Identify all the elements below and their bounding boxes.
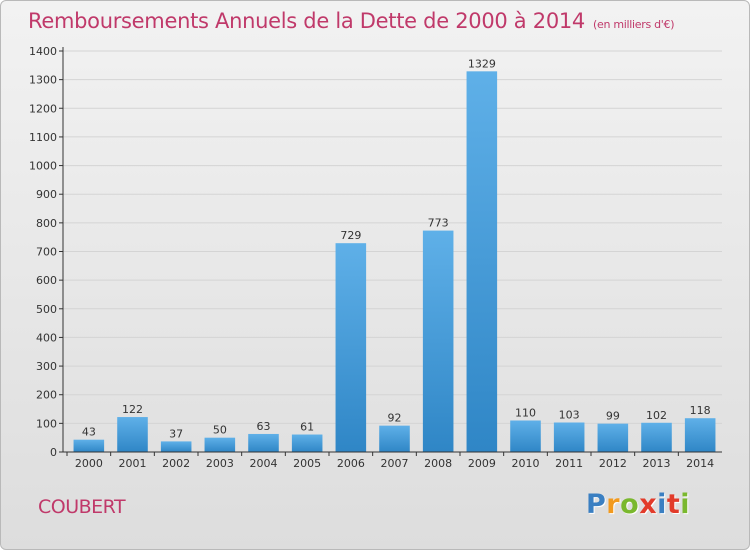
y-tick-label: 300	[36, 360, 57, 373]
x-tick-label: 2011	[555, 457, 583, 470]
bar	[422, 230, 454, 452]
bar	[466, 71, 498, 452]
x-tick-label: 2009	[468, 457, 496, 470]
bar	[641, 422, 672, 452]
commune-name: COUBERT	[38, 496, 126, 518]
x-tick-label: 2013	[643, 457, 671, 470]
x-tick-label: 2010	[512, 457, 540, 470]
y-tick-label: 1000	[29, 160, 57, 173]
bar	[160, 441, 192, 452]
bar-value-label: 729	[340, 229, 361, 242]
y-tick-label: 0	[50, 446, 57, 459]
grid-lines	[63, 50, 722, 424]
x-tick-label: 2014	[686, 457, 714, 470]
bar-value-label: 122	[122, 403, 143, 416]
bar-value-label: 773	[428, 217, 449, 230]
x-tick-label: 2004	[250, 457, 278, 470]
y-tick-label: 200	[36, 389, 57, 402]
y-tick-label: 100	[36, 417, 57, 430]
y-tick-label: 1400	[29, 45, 57, 58]
bar	[684, 418, 716, 452]
chart-unit-label: (en milliers d'€)	[593, 18, 675, 31]
x-tick-label: 2008	[424, 457, 452, 470]
bar	[553, 422, 585, 452]
x-tick-label: 2003	[206, 457, 234, 470]
bars-group	[73, 71, 716, 452]
bar-value-label: 61	[300, 421, 314, 434]
y-tick-label: 1100	[29, 131, 57, 144]
bar-value-label: 50	[213, 424, 227, 437]
logo-letter: P	[586, 489, 607, 520]
bar	[248, 433, 279, 452]
bar	[335, 243, 367, 452]
x-tick-label: 2002	[162, 457, 190, 470]
y-tick-label: 900	[36, 188, 57, 201]
bar-value-label: 110	[515, 406, 536, 419]
labels-group: 0 100 200 300 400 500 600 700 800 900 1000 1100 1200…	[29, 45, 714, 470]
y-tick-label: 700	[36, 246, 57, 259]
logo-letter: r	[606, 489, 621, 520]
x-tick-label: 2000	[75, 457, 103, 470]
bar-value-label: 37	[169, 427, 183, 440]
chart-title-text: Remboursements Annuels de la Dette de 20…	[28, 9, 585, 33]
bar-value-label: 1329	[468, 57, 496, 70]
y-tick-label: 1200	[29, 102, 57, 115]
bar	[379, 425, 410, 452]
y-tick-label: 500	[36, 303, 57, 316]
bar-value-label: 102	[646, 409, 667, 422]
logo-letter: i	[680, 489, 691, 520]
proxiti-logo[interactable]: Proxiti	[586, 489, 690, 520]
bar	[204, 437, 236, 452]
bar-value-label: 63	[257, 420, 271, 433]
x-tick-label: 2012	[599, 457, 627, 470]
logo-letter: i	[657, 489, 667, 520]
axes-group	[59, 47, 722, 456]
bar	[291, 434, 323, 452]
bar-value-label: 118	[690, 404, 711, 417]
bar	[117, 417, 148, 452]
bar	[597, 423, 629, 452]
bar	[73, 439, 105, 452]
bar-value-label: 92	[388, 412, 402, 425]
logo-letter: x	[639, 489, 658, 520]
x-tick-label: 2001	[119, 457, 147, 470]
x-tick-label: 2006	[337, 457, 365, 470]
bar	[510, 420, 541, 452]
x-tick-label: 2005	[293, 457, 321, 470]
logo-letter: t	[666, 489, 681, 520]
bar-value-label: 43	[82, 426, 96, 439]
y-tick-label: 1300	[29, 74, 57, 87]
y-tick-label: 600	[36, 274, 57, 287]
chart-title: Remboursements Annuels de la Dette de 20…	[28, 9, 674, 33]
x-tick-label: 2007	[381, 457, 409, 470]
bar-value-label: 99	[606, 410, 620, 423]
bar-value-label: 103	[559, 408, 580, 421]
logo-letter: o	[620, 489, 640, 520]
y-tick-label: 800	[36, 217, 57, 230]
y-tick-label: 400	[36, 331, 57, 344]
